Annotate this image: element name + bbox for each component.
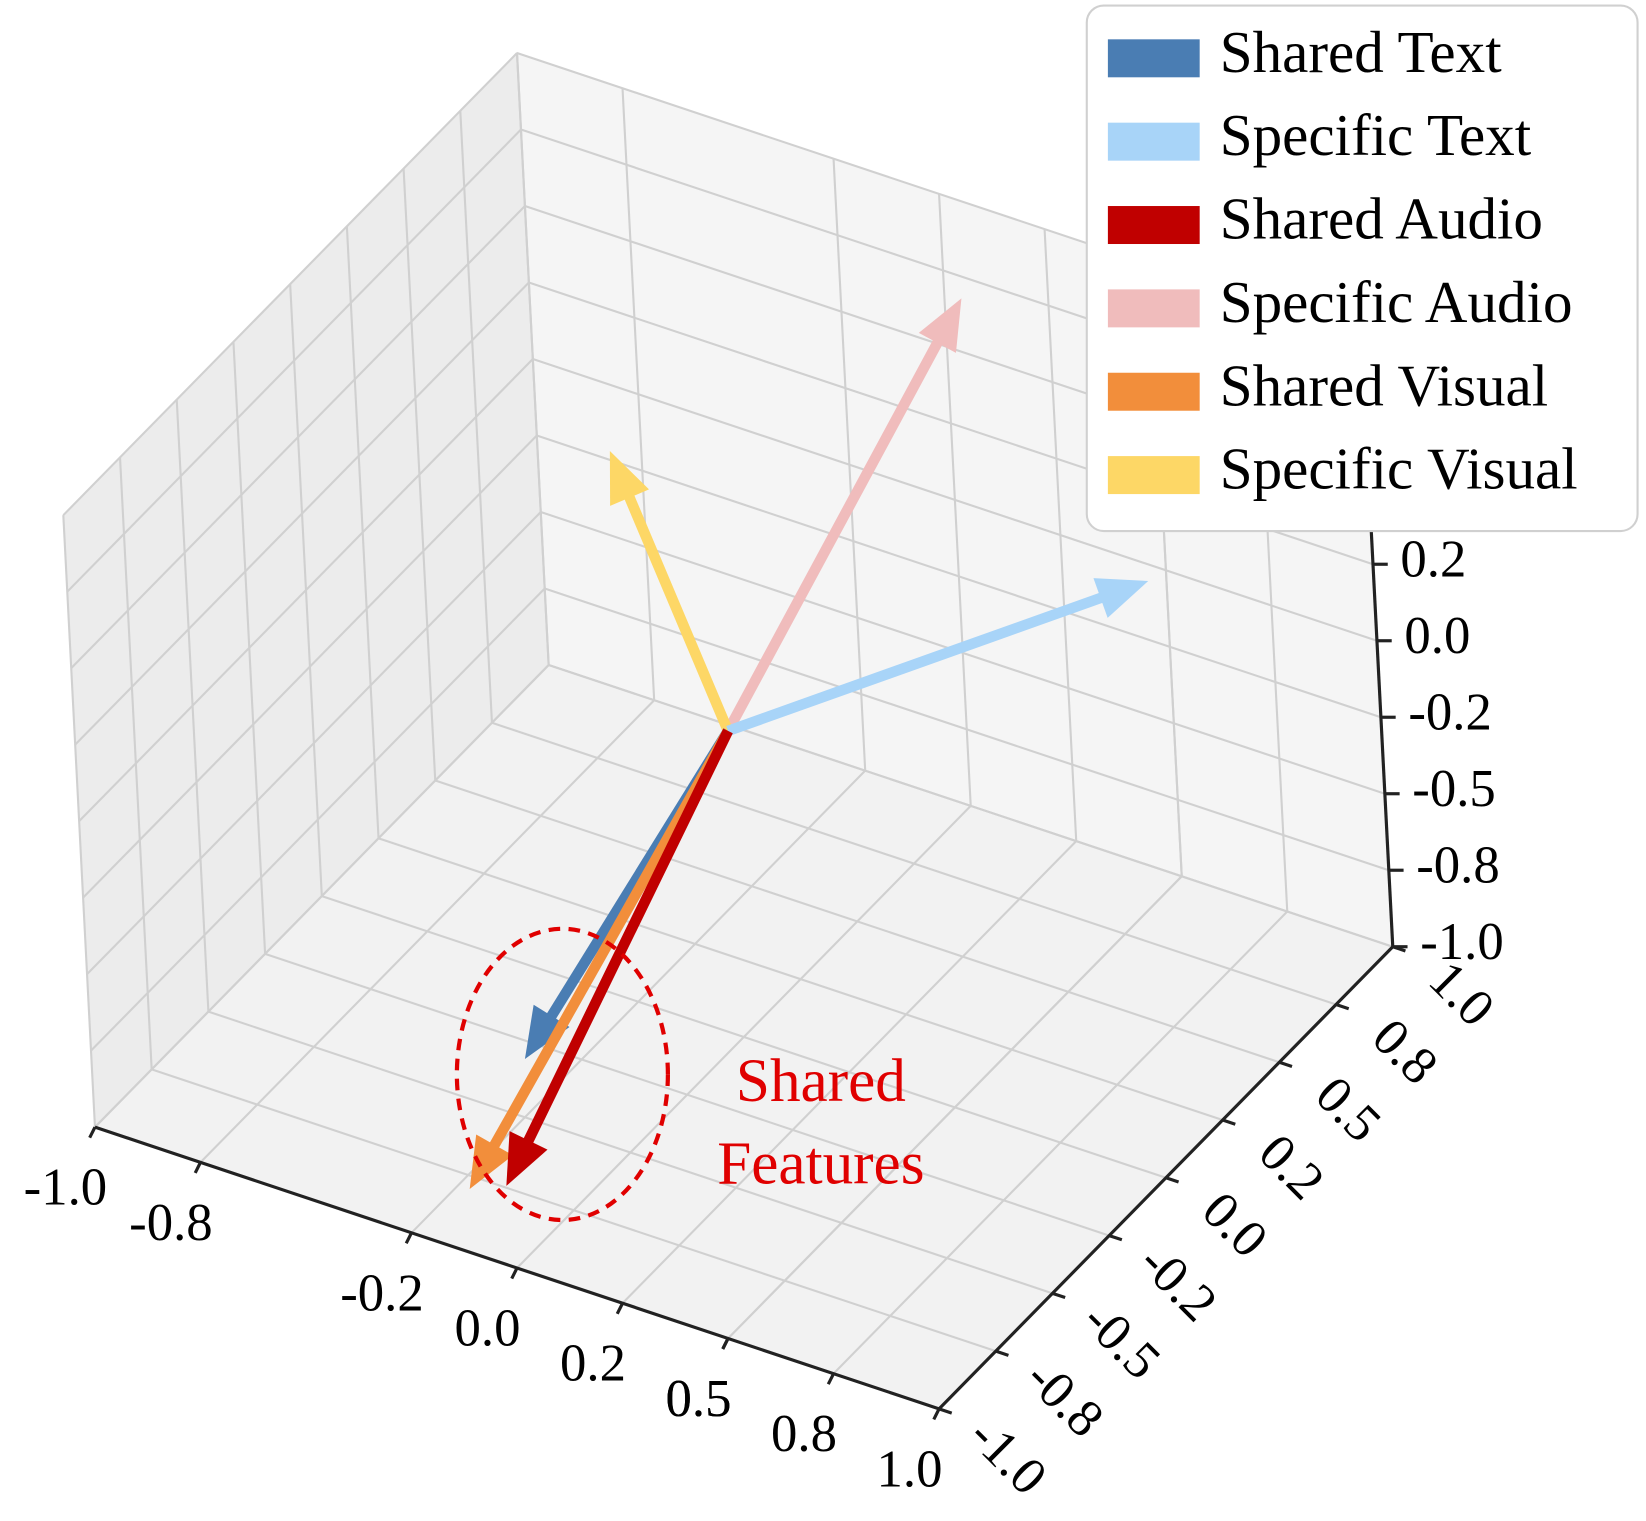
- grid-line: [90, 587, 546, 1052]
- y-tick-label: -0.5: [1071, 1290, 1171, 1390]
- grid-line: [66, 128, 522, 593]
- grid-line: [151, 1068, 997, 1353]
- grid-line: [532, 358, 1378, 642]
- grid-line: [94, 664, 550, 1128]
- legend-swatch: [1107, 39, 1200, 78]
- arrows: [469, 298, 1149, 1190]
- tick-mark: [1335, 1002, 1350, 1011]
- legend: Shared Text Specific Text Shared Audio Spec…: [1085, 4, 1639, 533]
- arrow-head: [918, 298, 962, 353]
- x-tick-label: -0.8: [129, 1194, 213, 1252]
- arrow-head: [1093, 578, 1149, 618]
- y-tick-label: 0.8: [1361, 1008, 1449, 1096]
- tick-mark: [826, 1372, 835, 1385]
- arrow-shaft: [623, 491, 733, 734]
- legend-swatch: [1107, 289, 1200, 328]
- grid-line: [536, 434, 1382, 719]
- arrow: [506, 728, 733, 1186]
- legend-swatch: [1107, 456, 1200, 495]
- grid-line: [74, 281, 530, 746]
- grid-line: [82, 434, 538, 899]
- grid-line: [86, 511, 542, 975]
- y-tick-label: -1.0: [958, 1406, 1058, 1506]
- x-tick-label: 0.5: [666, 1370, 732, 1428]
- legend-label: Shared Visual: [1220, 352, 1548, 418]
- z-tick-label: 0.2: [1400, 530, 1466, 588]
- arrow-head: [524, 1004, 570, 1059]
- tick-mark: [510, 1267, 519, 1280]
- tick-mark: [1278, 1060, 1293, 1068]
- x-tick-label: 0.2: [560, 1335, 626, 1393]
- arrow-shaft: [521, 728, 733, 1147]
- legend-swatch: [1107, 122, 1200, 161]
- arrow: [726, 578, 1149, 736]
- x-tick-label: 1.0: [877, 1440, 943, 1498]
- x-tick-label: 0.5: [666, 1370, 732, 1428]
- tick-mark: [1051, 1291, 1066, 1300]
- z-tick-label: -1.0: [1420, 913, 1504, 971]
- z-tick-label: -0.2: [1408, 683, 1492, 741]
- z-tick-label: -0.8: [1416, 836, 1500, 894]
- arrow: [609, 450, 733, 734]
- legend-swatch: [1107, 372, 1200, 411]
- y-tick-label: 0.2: [1248, 1123, 1336, 1211]
- z-tick-label: -0.5: [1412, 760, 1496, 818]
- tick-mark: [193, 1161, 202, 1174]
- arrow-shaft: [723, 336, 945, 734]
- grid-line: [378, 837, 1223, 1122]
- tick-mark: [615, 1302, 624, 1315]
- legend-swatch: [1107, 206, 1200, 245]
- x-tick-label: 0.0: [455, 1300, 521, 1358]
- grid-line: [491, 721, 1337, 1006]
- arrow-head: [506, 1131, 548, 1186]
- grid-line: [208, 1010, 1053, 1295]
- grid-line: [62, 52, 518, 516]
- tick-mark: [88, 1126, 97, 1139]
- grid-line: [548, 664, 1394, 948]
- arrow-shaft: [726, 591, 1107, 736]
- y-tick-label: 0.5: [1304, 1066, 1392, 1154]
- z-tick-label: 0.0: [1404, 607, 1470, 665]
- tick-mark: [721, 1337, 730, 1350]
- grid-line: [434, 779, 1280, 1064]
- tick-mark: [1222, 1118, 1236, 1126]
- tick-mark: [938, 1407, 953, 1415]
- tick-mark: [404, 1232, 413, 1245]
- tick-mark: [995, 1349, 1009, 1357]
- legend-label: Specific Audio: [1220, 269, 1573, 335]
- x-tick-label: 0.8: [771, 1405, 837, 1463]
- x-tick-label: -0.2: [340, 1264, 424, 1322]
- legend-label: Specific Visual: [1220, 436, 1578, 502]
- grid: [62, 52, 1394, 1410]
- grid-line: [540, 511, 1386, 795]
- arrow-head: [469, 1134, 513, 1190]
- grid-line: [70, 205, 526, 669]
- highlight-ellipse: [454, 926, 671, 1223]
- arrow-head: [609, 450, 649, 506]
- y-tick-label: -0.8: [1015, 1348, 1115, 1448]
- tick-mark: [1108, 1234, 1123, 1242]
- tick-mark: [932, 1408, 941, 1421]
- legend-label: Shared Audio: [1220, 186, 1543, 252]
- annotation: Features: [717, 1129, 924, 1197]
- legend-label: Specific Text: [1220, 102, 1532, 168]
- arrow: [723, 298, 962, 734]
- legend-box: [1085, 4, 1639, 533]
- y-tick-label: -0.2: [1128, 1233, 1228, 1333]
- annotation: Shared: [736, 1047, 906, 1115]
- grid-line: [264, 952, 1110, 1237]
- x-tick-label: -1.0: [24, 1159, 108, 1217]
- tick-mark: [1165, 1176, 1180, 1184]
- grid-line: [321, 895, 1167, 1179]
- y-tick-label: 0.0: [1191, 1181, 1279, 1269]
- legend-label: Shared Text: [1220, 19, 1502, 85]
- grid-line: [78, 358, 534, 822]
